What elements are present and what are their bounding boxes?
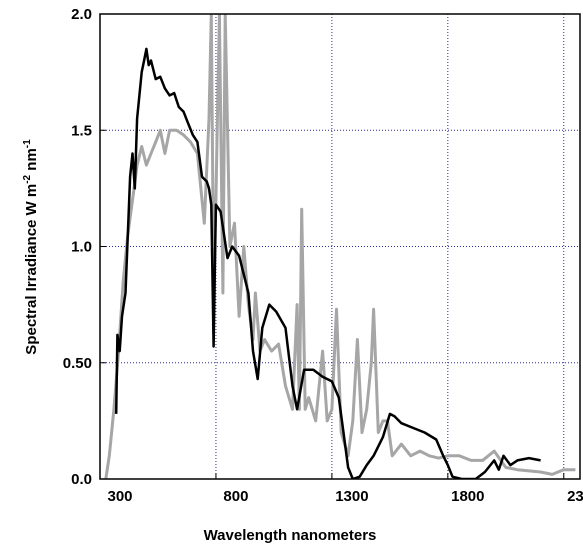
y-tick-label: 1.0: [71, 239, 92, 256]
y-label-sup: -2: [22, 174, 33, 183]
y-label-part: nm: [23, 148, 40, 175]
x-tick-label: 1800: [451, 488, 484, 505]
y-label-sup: -1: [22, 139, 33, 148]
plot-frame: [99, 13, 581, 480]
y-tick-label: 2.0: [71, 6, 92, 23]
x-axis-label: Wavelength nanometers: [204, 527, 377, 544]
x-tick-label: 300: [107, 488, 132, 505]
y-tick-label: 0.50: [63, 355, 92, 372]
x-tick-label: 800: [223, 488, 248, 505]
y-tick-label: 0.0: [71, 471, 92, 488]
x-tick-label: 2300: [567, 488, 583, 505]
x-tick-label: 1300: [335, 488, 368, 505]
y-label-part: Spectral Irradiance W m: [23, 184, 40, 355]
y-tick-label: 1.5: [71, 122, 92, 139]
y-axis-label: Spectral Irradiance W m-2 nm-1: [22, 139, 40, 355]
series-line: [104, 14, 576, 479]
series-line: [114, 47, 541, 479]
plot-area: [104, 14, 576, 479]
